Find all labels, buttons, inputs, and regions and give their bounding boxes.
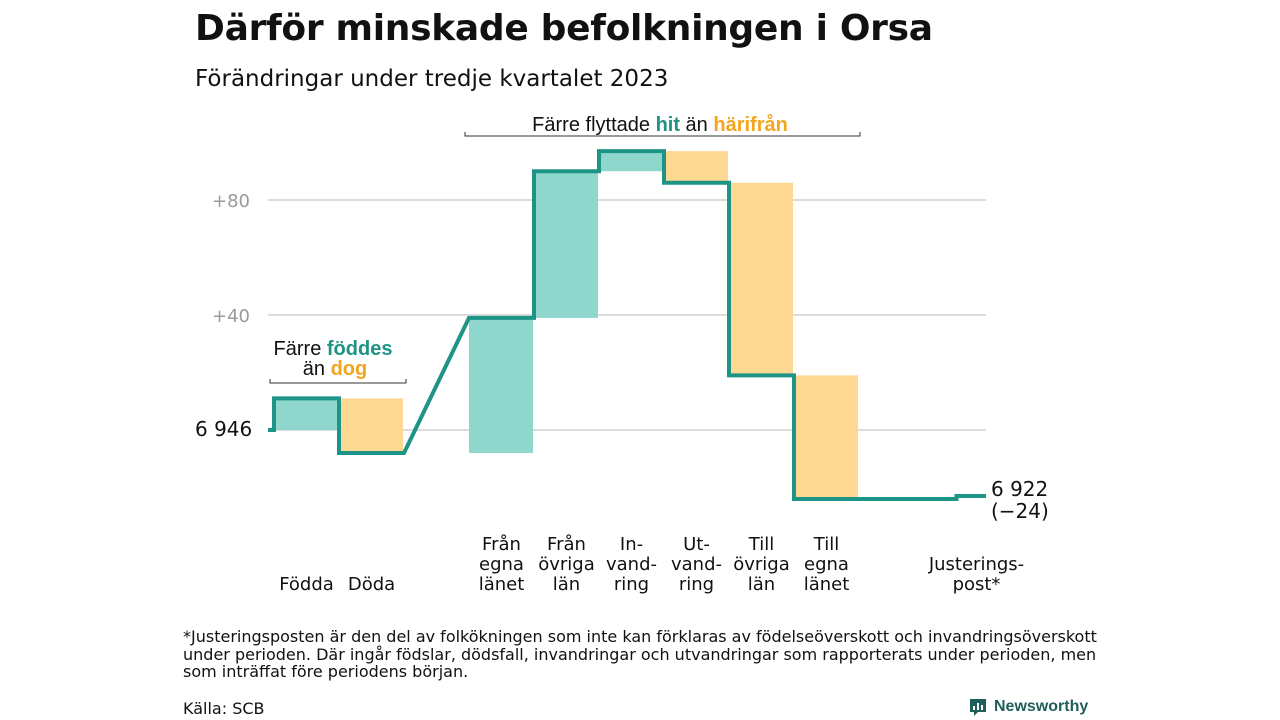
category-label: Från övriga län xyxy=(538,534,595,595)
start-value-label: 6 946 xyxy=(195,417,252,441)
end-change-label: (−24) xyxy=(991,499,1049,523)
chart-title: Därför minskade befolkningen i Orsa xyxy=(195,8,933,49)
waterfall-bar xyxy=(469,317,533,453)
annotation-bracket-migration xyxy=(464,132,861,137)
annotation-births-line2: än dog xyxy=(303,358,367,380)
chart-subtitle: Förändringar under tredje kvartalet 2023 xyxy=(195,66,669,92)
running-total-line xyxy=(268,149,986,501)
category-label: Från egna länet xyxy=(479,534,525,595)
annotation-bracket-births xyxy=(269,379,407,384)
brand-name: Newsworthy xyxy=(994,698,1089,715)
category-label: Döda xyxy=(348,574,395,595)
end-value-label: 6 922 xyxy=(991,477,1048,501)
category-label: Till övriga län xyxy=(733,534,790,595)
y-tick-label: +80 xyxy=(212,191,250,212)
category-label: Ut-vand-ring xyxy=(671,534,722,595)
waterfall-bar xyxy=(794,375,858,499)
footnote: *Justeringsposten är den del av folkökni… xyxy=(183,627,1097,681)
category-label: In-vand-ring xyxy=(606,534,657,595)
category-label: Justerings-post* xyxy=(928,554,1024,595)
annotation-births-line1: Färre föddes xyxy=(274,338,393,360)
annotation-migration: Färre flyttade hit än härifrån xyxy=(532,113,788,136)
source-note: Källa: SCB xyxy=(183,699,265,718)
waterfall-bar xyxy=(339,398,403,453)
brand-logo[interactable]: Newsworthy xyxy=(968,697,1088,717)
waterfall-bar xyxy=(729,182,793,376)
category-label: Till egna länet xyxy=(804,534,850,595)
waterfall-bar xyxy=(534,171,598,318)
y-tick-label: +40 xyxy=(212,306,250,327)
waterfall-bar xyxy=(664,151,728,183)
waterfall-bar xyxy=(274,398,338,430)
category-label: Födda xyxy=(279,574,334,595)
waterfall-bar xyxy=(599,151,663,172)
newsworthy-logo-icon xyxy=(970,699,986,716)
